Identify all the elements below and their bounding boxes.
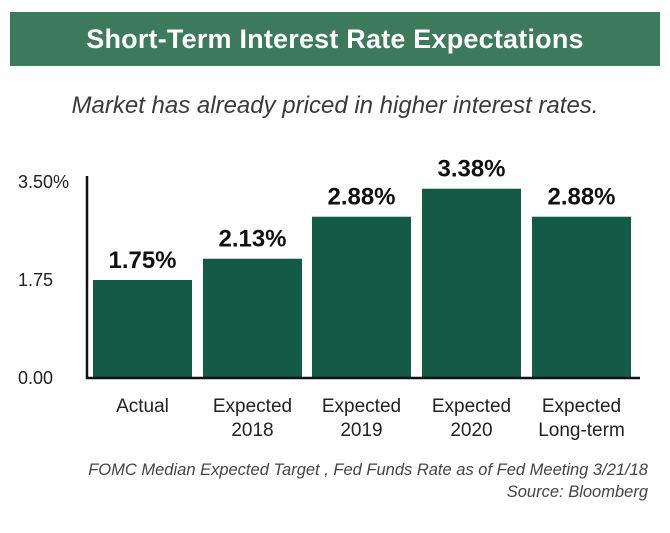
x-tick-label-3-0: Expected [432, 396, 511, 417]
x-tick-label-4-0: Expected [542, 396, 621, 417]
x-tick-label-2-0: Expected [322, 396, 401, 417]
x-tick-label-1-0: Expected [213, 396, 292, 417]
data-label-1: 2.13% [218, 226, 286, 253]
y-tick-label-1: 1.75 [18, 270, 53, 290]
bar-0 [93, 280, 192, 378]
footnote: FOMC Median Expected Target , Fed Funds … [88, 459, 648, 503]
data-label-2: 2.88% [327, 184, 395, 211]
y-tick-label-2: 3.50% [18, 172, 69, 192]
bar-2 [312, 216, 411, 378]
data-label-3: 3.38% [437, 156, 505, 183]
x-tick-label-2-1: 2019 [340, 420, 382, 441]
x-tick-label-1-1: 2018 [231, 420, 273, 441]
title-banner: Short-Term Interest Rate Expectations [10, 12, 660, 66]
bar-3 [422, 188, 521, 378]
x-tick-label-0-0: Actual [116, 396, 169, 417]
y-tick-label-0: 0.00 [18, 368, 53, 388]
x-tick-label-3-1: 2020 [450, 420, 492, 441]
x-tick-label-4-1: Long-term [538, 420, 625, 441]
chart-title: Short-Term Interest Rate Expectations [86, 23, 584, 54]
bar-chart: 1.75% 2.13% 2.88% 3.38% 2.88% 0.00 1.75 3.50% Ac… [18, 156, 640, 441]
chart-subtitle: Market has already priced in higher inte… [71, 92, 599, 119]
footnote-source: Source: Bloomberg [506, 483, 648, 501]
bar-4 [532, 216, 631, 378]
bar-1 [203, 258, 302, 378]
footnote-source-note: FOMC Median Expected Target , Fed Funds … [88, 461, 648, 479]
data-label-0: 1.75% [108, 247, 176, 274]
data-label-4: 2.88% [547, 184, 615, 211]
